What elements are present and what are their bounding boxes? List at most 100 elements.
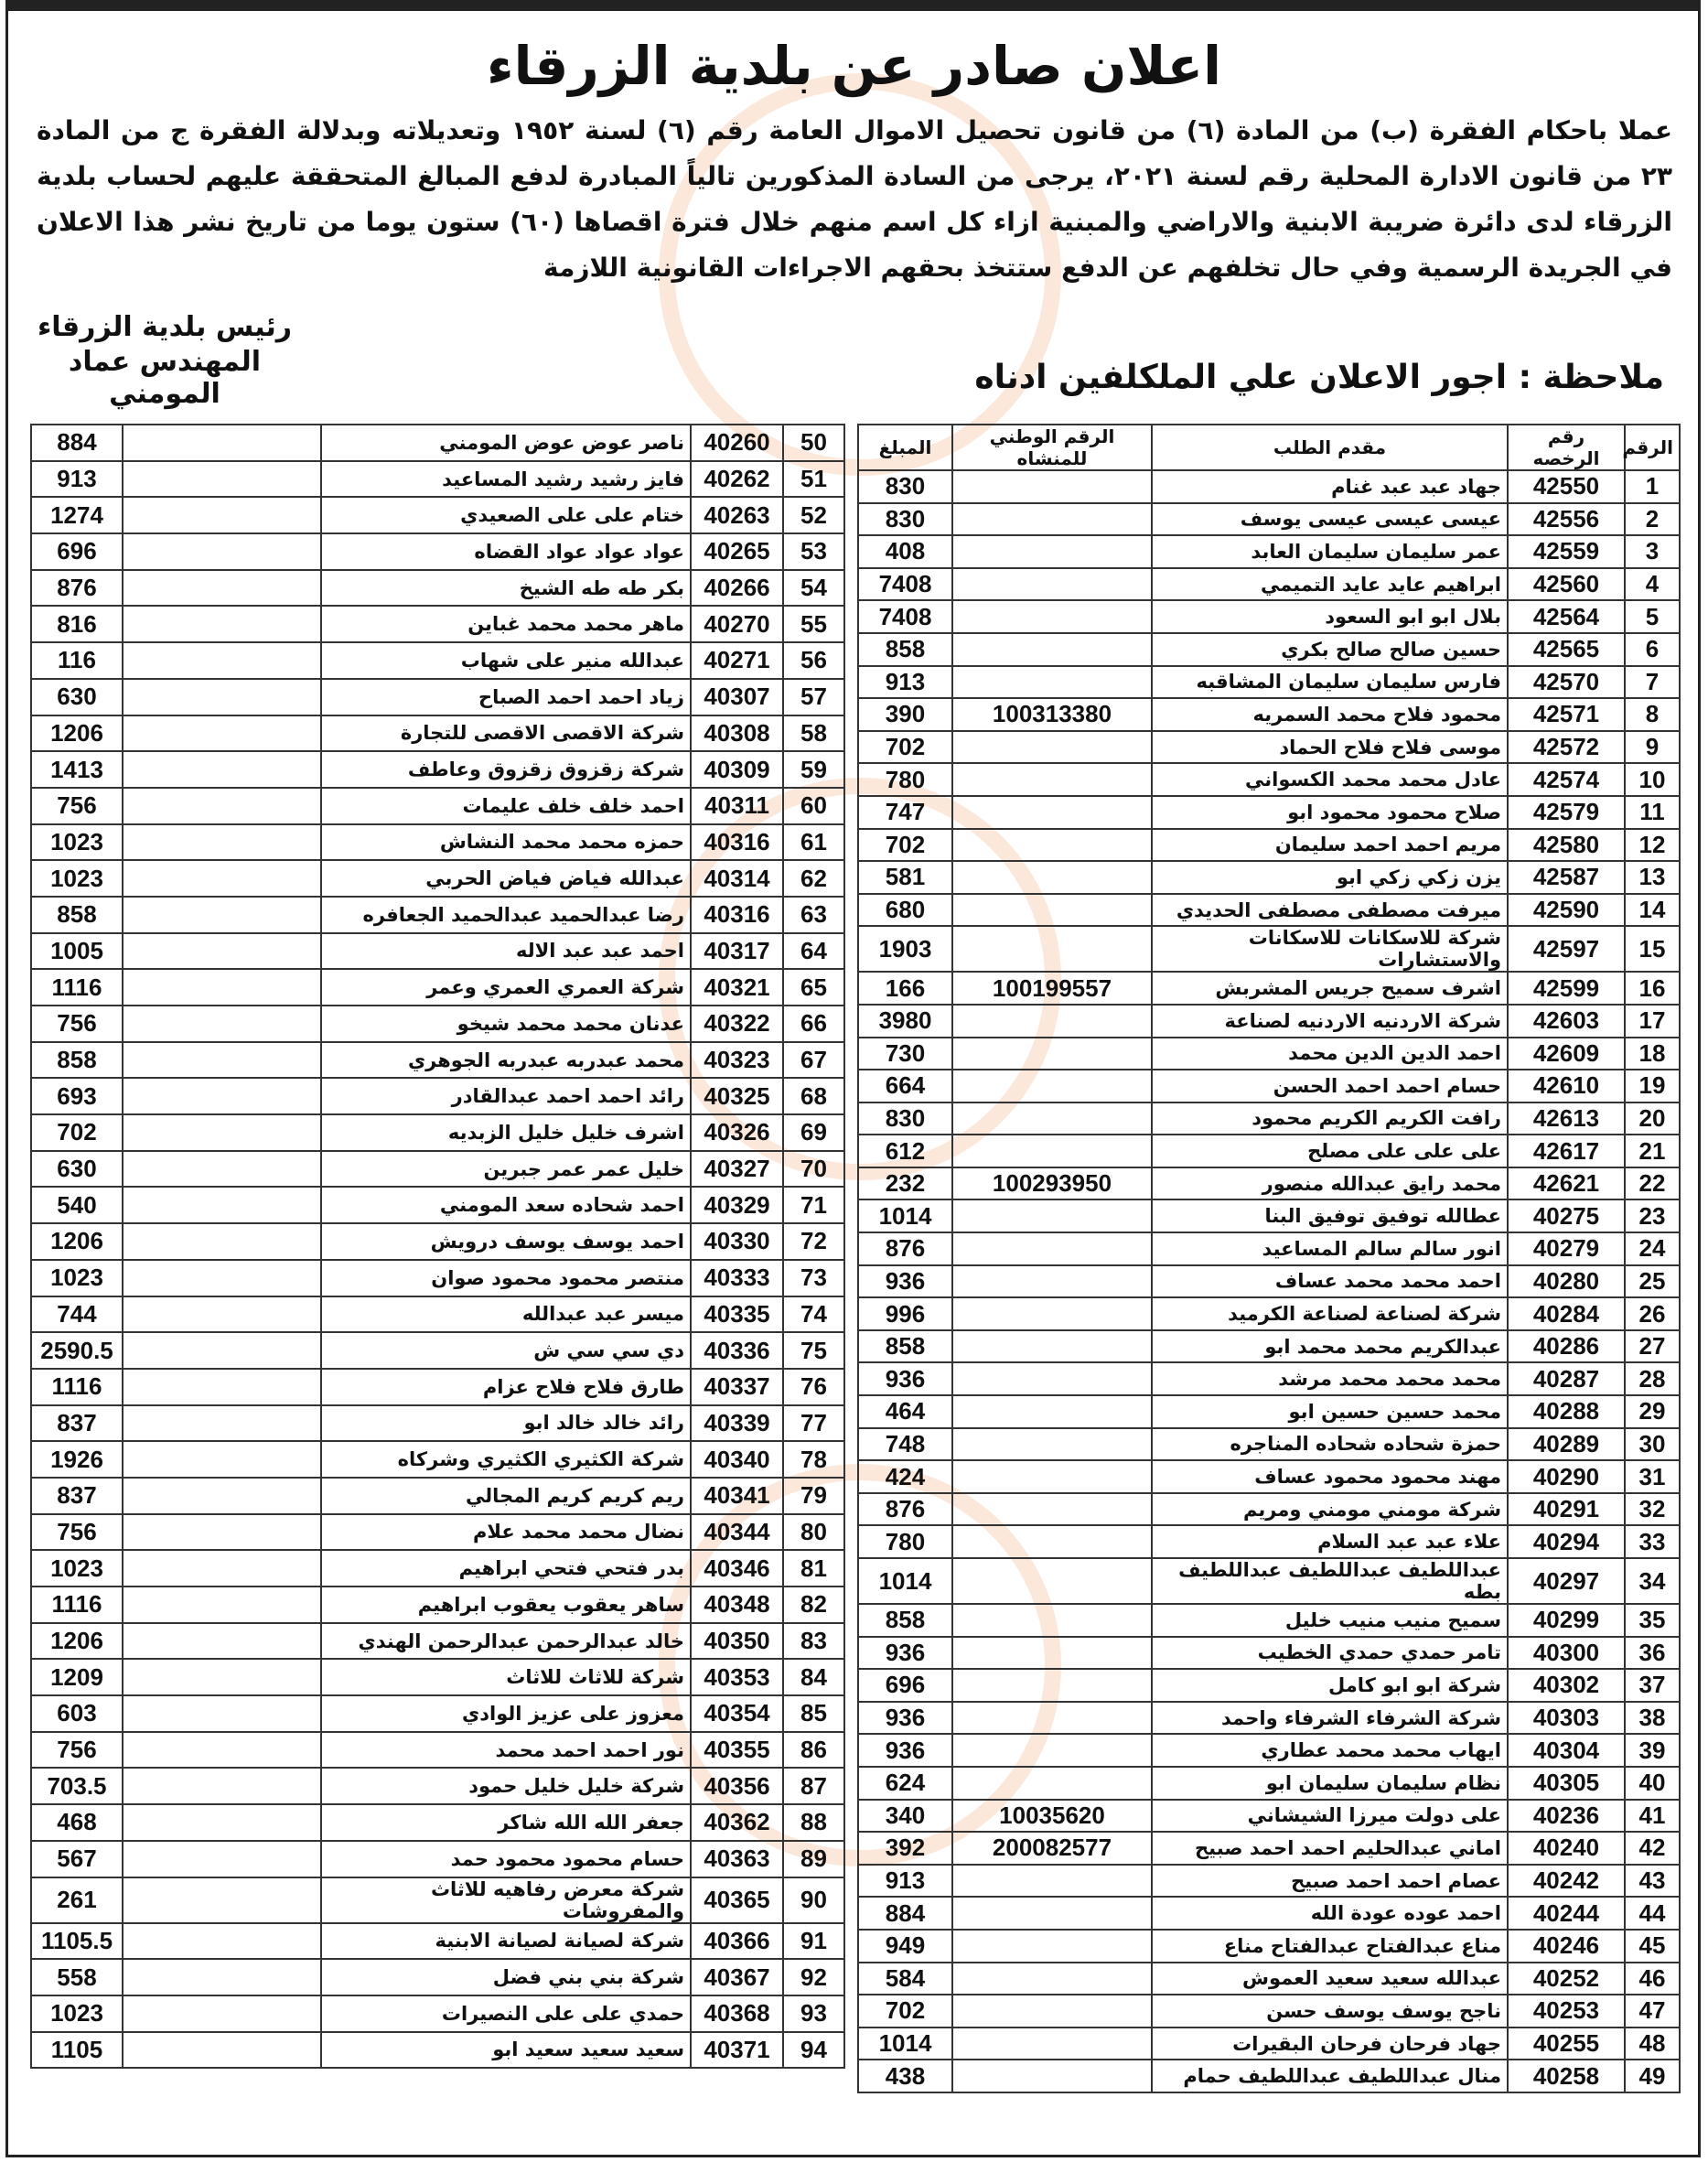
cell-amount: 696 xyxy=(30,532,124,571)
table-row: 40 40305 نظام سليمان سليمان ابو 624 xyxy=(857,1765,1681,1801)
cell-license: 40246 xyxy=(1507,1928,1626,1963)
cell-national xyxy=(122,2030,322,2070)
table-row: 69 40326 اشرف خليل خليل الزبديه 702 xyxy=(30,1113,845,1152)
cell-num: 43 xyxy=(1624,1863,1681,1898)
cell-national xyxy=(951,1264,1153,1299)
cell-license: 40280 xyxy=(1507,1264,1626,1299)
cell-license: 40323 xyxy=(690,1040,784,1080)
cell-license: 40271 xyxy=(690,641,784,680)
cell-name: يزن زكي زكي ابو xyxy=(1151,860,1509,895)
cell-license: 40255 xyxy=(1507,2026,1626,2061)
cell-national xyxy=(122,1658,322,1697)
cell-name: صلاح محمود محمود ابو xyxy=(1151,794,1509,830)
cell-license: 40253 xyxy=(1507,1994,1626,2028)
cell-national xyxy=(951,1635,1153,1671)
cell-num: 36 xyxy=(1624,1635,1681,1671)
cell-name: على على على مصلح xyxy=(1151,1134,1509,1168)
cell-amount: 630 xyxy=(30,1149,124,1189)
cell-amount: 1926 xyxy=(30,1440,124,1479)
cell-national xyxy=(122,823,322,862)
cell-license: 42617 xyxy=(1507,1134,1626,1168)
cell-amount: 624 xyxy=(857,1765,953,1801)
cell-name: مهند محمود محمود عساف xyxy=(1151,1459,1509,1494)
header-amount: المبلغ xyxy=(857,424,953,471)
cell-national xyxy=(951,729,1153,765)
cell-num: 72 xyxy=(782,1222,845,1261)
cell-name: شركة زقزوق زقزوق وعاطف xyxy=(320,750,692,789)
table-row: 86 40355 نور احمد احمد محمد 756 xyxy=(30,1730,845,1769)
cell-num: 1 xyxy=(1624,469,1681,504)
cell-name: احمد خلف خلف عليمات xyxy=(320,786,692,825)
table-row: 13 42587 يزن زكي زكي ابو 581 xyxy=(857,860,1681,895)
cell-national xyxy=(951,1603,1153,1638)
cell-license: 40262 xyxy=(690,459,784,499)
cell-num: 37 xyxy=(1624,1668,1681,1703)
cell-num: 49 xyxy=(1624,2059,1681,2093)
cell-national xyxy=(122,605,322,644)
cell-num: 27 xyxy=(1624,1328,1681,1364)
cell-name: ايهاب محمد محمد عطاري xyxy=(1151,1733,1509,1768)
table-row: 19 42610 حسام احمد احمد الحسن 664 xyxy=(857,1069,1681,1103)
table-row: 36 40300 تامر حمدي حمدي الخطيب 936 xyxy=(857,1635,1681,1671)
cell-national xyxy=(122,1440,322,1479)
cell-name: ناجح يوسف يوسف حسن xyxy=(1151,1994,1509,2028)
cell-amount: 468 xyxy=(30,1803,124,1842)
cell-num: 89 xyxy=(782,1839,845,1878)
cell-name: عبدالكريم محمد محمد ابو xyxy=(1151,1328,1509,1364)
cell-license: 42580 xyxy=(1507,827,1626,863)
cell-num: 16 xyxy=(1624,971,1681,1006)
cell-num: 29 xyxy=(1624,1394,1681,1429)
table-row: 25 40280 احمد محمد محمد عساف 936 xyxy=(857,1264,1681,1299)
cell-name: بلال ابو ابو السعود xyxy=(1151,599,1509,634)
cell-license: 40341 xyxy=(690,1476,784,1515)
cell-num: 34 xyxy=(1624,1557,1681,1605)
cell-license: 40300 xyxy=(1507,1635,1626,1671)
cell-name: بدر فتحي فتحي ابراهيم xyxy=(320,1549,692,1587)
cell-num: 62 xyxy=(782,859,845,898)
cell-national xyxy=(951,925,1153,973)
cell-num: 8 xyxy=(1624,697,1681,732)
cell-amount: 7408 xyxy=(857,566,953,602)
table-row: 71 40329 احمد شحاده سعد المومني 540 xyxy=(30,1186,845,1225)
cell-num: 33 xyxy=(1624,1524,1681,1559)
table-row: 5 42564 بلال ابو ابو السعود 7408 xyxy=(857,599,1681,634)
cell-name: انور سالم سالم المساعيد xyxy=(1151,1232,1509,1266)
cell-license: 40339 xyxy=(690,1404,784,1443)
cell-num: 74 xyxy=(782,1295,845,1334)
cell-name: ريم كريم كريم المجالي xyxy=(320,1476,692,1515)
cell-license: 40336 xyxy=(690,1331,784,1370)
cell-name: دي سي سي ش xyxy=(320,1331,692,1370)
cell-national xyxy=(951,860,1153,895)
cell-amount: 408 xyxy=(857,534,953,569)
cell-national xyxy=(122,1404,322,1443)
cell-license: 40290 xyxy=(1507,1459,1626,1494)
cell-national xyxy=(951,1733,1153,1768)
cell-national xyxy=(951,501,1153,537)
cell-name: عبدالله فياض فياض الحربي xyxy=(320,859,692,898)
cell-national xyxy=(951,1134,1153,1168)
table-row: 49 40258 منال عبداللطيف عبداللطيف حمام 438 xyxy=(857,2059,1681,2093)
cell-national xyxy=(951,1459,1153,1494)
cell-num: 25 xyxy=(1624,1264,1681,1299)
cell-amount: 696 xyxy=(857,1668,953,1703)
cell-national xyxy=(951,1328,1153,1364)
cell-amount: 876 xyxy=(857,1491,953,1527)
cell-national xyxy=(122,1186,322,1225)
cell-amount: 1023 xyxy=(30,1549,124,1587)
cell-national xyxy=(951,566,1153,602)
table-row: 15 42597 شركة للاسكانات للاسكانات والاستشا… xyxy=(857,925,1681,973)
cell-num: 57 xyxy=(782,677,845,716)
cell-amount: 748 xyxy=(857,1426,953,1462)
cell-num: 24 xyxy=(1624,1232,1681,1266)
cell-amount: 913 xyxy=(857,664,953,700)
cell-license: 40330 xyxy=(690,1222,784,1261)
table-row: 63 40316 رضا عبدالحميد عبدالحميد الجعافره 8… xyxy=(30,895,845,934)
cell-amount: 664 xyxy=(857,1069,953,1103)
cell-license: 42621 xyxy=(1507,1166,1626,1201)
table-row: 30 40289 حمزة شحاده شحاده المناجره 748 xyxy=(857,1426,1681,1462)
cell-num: 15 xyxy=(1624,925,1681,973)
cell-name: احمد شحاده سعد المومني xyxy=(320,1186,692,1225)
table-row: 59 40309 شركة زقزوق زقزوق وعاطف 1413 xyxy=(30,750,845,789)
cell-amount: 756 xyxy=(30,786,124,825)
cell-name: تامر حمدي حمدي الخطيب xyxy=(1151,1635,1509,1671)
